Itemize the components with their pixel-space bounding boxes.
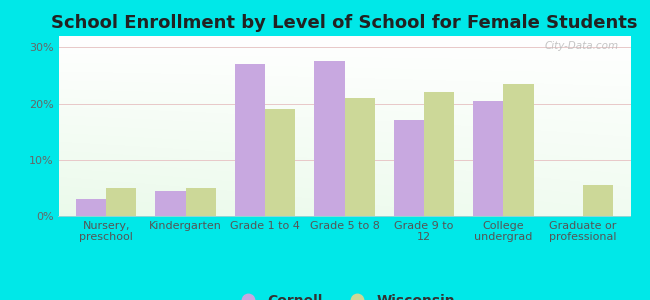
Bar: [265, 109, 295, 216]
Bar: [394, 120, 424, 216]
Bar: [76, 199, 106, 216]
Bar: [503, 84, 534, 216]
Bar: [583, 185, 613, 216]
Bar: [106, 188, 136, 216]
Bar: [186, 188, 216, 216]
Text: City-Data.com: City-Data.com: [545, 41, 619, 51]
Bar: [344, 98, 374, 216]
Title: School Enrollment by Level of School for Female Students: School Enrollment by Level of School for…: [51, 14, 638, 32]
Bar: [315, 61, 344, 216]
Bar: [155, 191, 186, 216]
Legend: Cornell, Wisconsin: Cornell, Wisconsin: [228, 288, 461, 300]
Bar: [473, 101, 503, 216]
Bar: [424, 92, 454, 216]
Bar: [235, 64, 265, 216]
